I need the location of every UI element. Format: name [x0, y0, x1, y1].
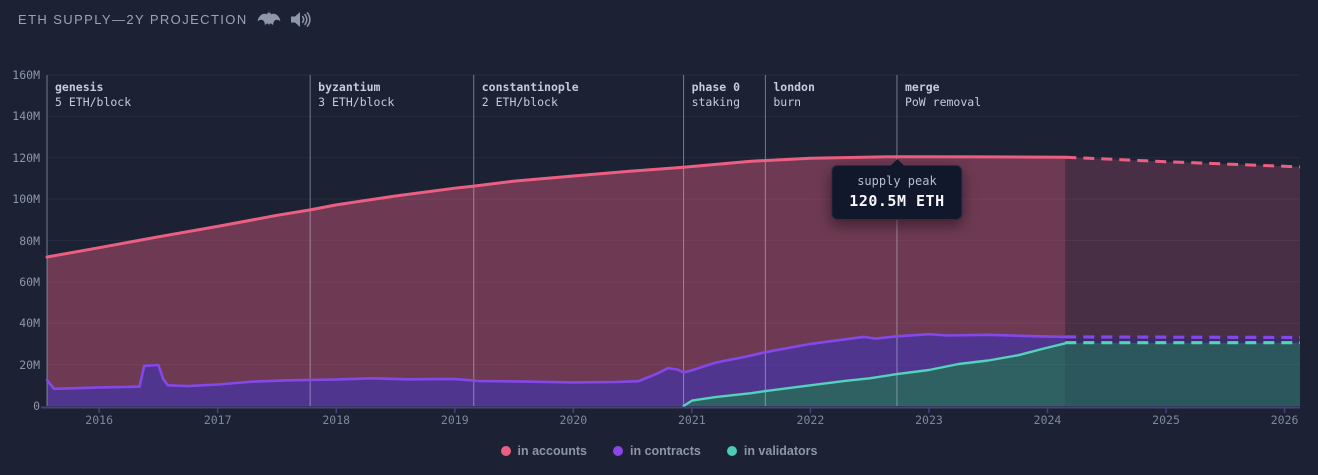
x-tick-2019: 2019 [440, 413, 469, 427]
bat-icon [257, 10, 281, 28]
in-contracts-projection-line [1065, 335, 1301, 340]
era-label-constantinople: constantinople 2 ETH/block [482, 80, 579, 110]
x-tick-2020: 2020 [559, 413, 588, 427]
era-label-merge: merge PoW removal [905, 80, 981, 110]
in-accounts-projection-line [1065, 155, 1301, 169]
speaker-icon[interactable] [290, 11, 311, 28]
era-label-genesis: genesis 5 ETH/block [55, 80, 131, 110]
era-label-byzantium: byzantium 3 ETH/block [318, 80, 394, 110]
y-tick-80M: 80M [19, 233, 40, 248]
era-desc: 2 ETH/block [481, 95, 558, 109]
y-tick-20M: 20M [19, 357, 40, 372]
x-tick-2021: 2021 [678, 413, 706, 427]
in-accounts-line [45, 155, 1067, 259]
tooltip-label: supply peak [857, 174, 937, 188]
tooltip-value: 120.5M ETH [849, 192, 945, 210]
x-tick-2023: 2023 [915, 413, 943, 427]
x-tick-2017: 2017 [203, 413, 232, 427]
legend-item-in-contracts[interactable]: in contracts [612, 444, 701, 458]
y-tick-160M: 160M [12, 68, 40, 82]
y-tick-140M: 140M [12, 109, 40, 124]
era-name: phase 0 [691, 80, 741, 94]
era-name: genesis [55, 80, 104, 94]
header: ETH SUPPLY—2Y PROJECTION [18, 10, 311, 28]
era-name: merge [904, 80, 940, 94]
x-tick-2016: 2016 [85, 413, 114, 427]
era-desc: 3 ETH/block [318, 95, 395, 109]
x-tick-2022: 2022 [796, 413, 825, 427]
era-name: london [773, 80, 815, 94]
page-title: ETH SUPPLY—2Y PROJECTION [18, 11, 248, 27]
legend-dot [500, 446, 511, 456]
y-tick-0: 0 [33, 399, 40, 413]
x-tick-2026: 2026 [1270, 413, 1299, 427]
x-tick-2025: 2025 [1152, 413, 1180, 427]
x-tick-2024: 2024 [1033, 413, 1062, 427]
legend: in accounts in contracts in validators [0, 444, 1318, 458]
accounts-area-projected [1065, 157, 1300, 338]
era-desc: 5 ETH/block [55, 95, 132, 109]
y-tick-40M: 40M [19, 316, 40, 331]
era-desc: PoW removal [904, 95, 982, 109]
in-validators-line [682, 342, 1067, 408]
legend-item-in-accounts[interactable]: in accounts [500, 444, 587, 458]
era-name: byzantium [318, 80, 381, 94]
era-name: constantinople [481, 80, 579, 94]
era-desc: staking [691, 95, 741, 109]
legend-dot [726, 446, 737, 456]
legend-label: in contracts [629, 444, 701, 458]
era-label-phase-0: phase 0 staking [692, 80, 740, 110]
legend-label: in validators [743, 444, 818, 458]
y-tick-60M: 60M [19, 274, 40, 289]
contracts-area [47, 334, 1066, 406]
legend-label: in accounts [517, 444, 587, 458]
accounts-area [47, 156, 1066, 389]
y-tick-100M: 100M [12, 192, 40, 207]
validators-area-projected [1065, 342, 1300, 406]
legend-item-in-validators[interactable]: in validators [726, 444, 818, 458]
y-tick-120M: 120M [12, 150, 40, 165]
supply-peak-tooltip: supply peak 120.5M ETH [831, 159, 963, 220]
legend-dot [612, 446, 623, 456]
era-label-london: london burn [773, 80, 815, 110]
era-desc: burn [773, 95, 802, 109]
x-tick-2018: 2018 [322, 413, 351, 427]
in-contracts-line [45, 332, 1067, 391]
